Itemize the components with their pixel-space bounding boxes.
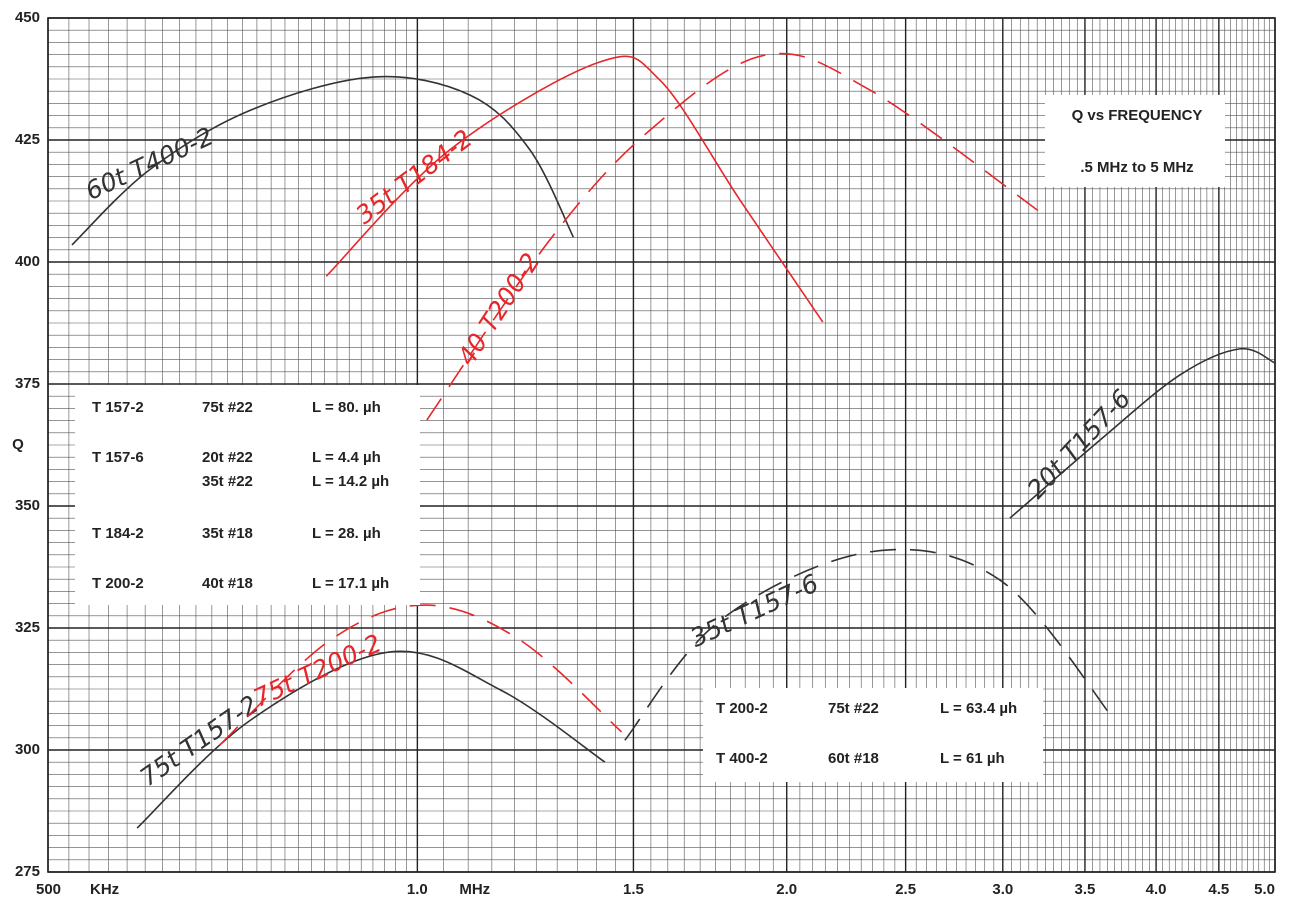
y-tick-label: 275 xyxy=(15,863,40,880)
x-tick-label: 4.0 xyxy=(1146,881,1167,898)
table-cell: L = 14.2 µh xyxy=(312,473,389,490)
table-cell: T 157-6 xyxy=(92,449,144,466)
series-line xyxy=(624,548,1116,741)
series-line xyxy=(1009,347,1276,519)
x-unit-label: MHz xyxy=(459,881,490,898)
table-cell: T 184-2 xyxy=(92,525,144,542)
table-cell: T 200-2 xyxy=(92,575,144,592)
y-tick-label: 325 xyxy=(15,619,40,636)
spec-table xyxy=(75,385,420,605)
x-tick-label: 1.5 xyxy=(623,881,644,898)
table-cell: T 200-2 xyxy=(716,700,768,717)
x-tick-label: 4.5 xyxy=(1208,881,1229,898)
x-tick-label: 3.5 xyxy=(1075,881,1096,898)
y-tick-label: 400 xyxy=(15,253,40,270)
y-tick-label: 350 xyxy=(15,497,40,514)
series-label: 20t T157-6 xyxy=(1021,384,1136,504)
table-cell: L = 4.4 µh xyxy=(312,449,381,466)
series-label: 40 T200-2 xyxy=(452,248,546,371)
table-cell: 35t #22 xyxy=(202,473,253,490)
series-line xyxy=(219,604,623,746)
plot-frame xyxy=(47,17,1276,873)
x-tick-label: 2.0 xyxy=(776,881,797,898)
table-cell: L = 63.4 µh xyxy=(940,700,1017,717)
table-cell: 75t #22 xyxy=(202,399,253,416)
x-tick-label: 2.5 xyxy=(895,881,916,898)
y-tick-label: 375 xyxy=(15,375,40,392)
annotation: .5 MHz to 5 MHz xyxy=(1080,159,1193,176)
series-line xyxy=(71,75,575,246)
series-line xyxy=(325,55,824,323)
table-cell: 20t #22 xyxy=(202,449,253,466)
annotation-box xyxy=(1045,95,1225,187)
x-tick-label: 500 xyxy=(36,881,61,898)
y-tick-label: 300 xyxy=(15,741,40,758)
y-tick-label: 450 xyxy=(15,9,40,26)
series-label: 60t T400-2 xyxy=(81,121,218,205)
table-cell: T 400-2 xyxy=(716,750,768,767)
table-cell: 75t #22 xyxy=(828,700,879,717)
series-line xyxy=(136,650,606,829)
table-cell: T 157-2 xyxy=(92,399,144,416)
annotation: Q vs FREQUENCY xyxy=(1072,107,1203,124)
x-tick-label: 3.0 xyxy=(992,881,1013,898)
table-cell: L = 61 µh xyxy=(940,750,1005,767)
table-cell: L = 28. µh xyxy=(312,525,381,542)
table-cell: L = 80. µh xyxy=(312,399,381,416)
y-tick-label: 425 xyxy=(15,131,40,148)
x-tick-label: 5.0 xyxy=(1254,881,1275,898)
series-line xyxy=(426,52,1041,421)
table-cell: L = 17.1 µh xyxy=(312,575,389,592)
table-cell: 40t #18 xyxy=(202,575,253,592)
table-cell: 60t #18 xyxy=(828,750,879,767)
table-cell: 35t #18 xyxy=(202,525,253,542)
x-tick-label: 1.0 xyxy=(407,881,428,898)
y-axis-label: Q xyxy=(12,436,24,453)
spec-table xyxy=(703,688,1043,782)
series-label: 75t T200-2 xyxy=(249,628,386,712)
x-unit-label: KHz xyxy=(90,881,119,898)
series-label: 75t T157-2 xyxy=(135,689,264,792)
